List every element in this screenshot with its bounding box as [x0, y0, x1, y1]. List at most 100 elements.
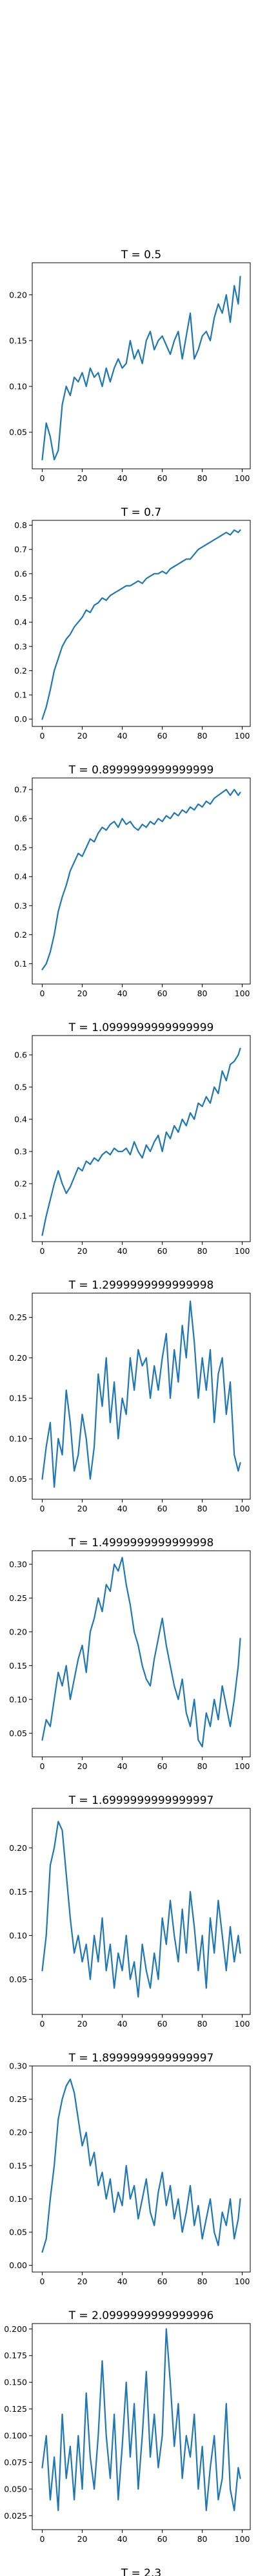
subplot-9: T = 2.0999999999999996 0 20 40 60 80 100 0.025 0…: [4, 2309, 251, 2544]
x-tick-label: 60: [157, 473, 168, 483]
x-tick-label: 20: [77, 473, 88, 483]
x-tick-label: 80: [197, 1504, 208, 1513]
y-tick-label: 0.5: [14, 1083, 27, 1092]
x-tick-label: 60: [157, 1246, 168, 1256]
x-tick-label: 80: [197, 731, 208, 741]
x-tick-label: 20: [77, 731, 88, 741]
axes-frame: [32, 1808, 251, 2015]
y-tick-label: 0.200: [4, 2324, 27, 2334]
subplot-title: T = 1.4999999999999998: [68, 1537, 214, 1549]
x-tick-label: 0: [40, 1504, 45, 1513]
y-tick-label: 0.15: [9, 336, 27, 345]
series-line: [41, 2328, 241, 2512]
y-tick-label: 0.30: [9, 2061, 27, 2071]
y-tick-label: 0.2: [14, 666, 27, 676]
series-line: [41, 1300, 241, 1488]
series-line: [41, 529, 241, 720]
y-tick-label: 0.100: [4, 2431, 27, 2441]
y-tick-label: 0.20: [9, 2128, 27, 2137]
y-tick-label: 0.150: [4, 2378, 27, 2387]
x-tick-label: 100: [235, 1761, 250, 1771]
x-tick-label: 40: [117, 1504, 128, 1513]
y-tick-label: 0.7: [14, 785, 27, 795]
x-tick-label: 20: [77, 1761, 88, 1771]
y-tick-label: 0.10: [9, 1931, 27, 1940]
y-tick-label: 0.3: [14, 1147, 27, 1157]
x-tick-label: 0: [40, 1761, 45, 1771]
y-tick-label: 0.4: [14, 618, 27, 627]
axes-frame: [32, 262, 251, 469]
y-tick-label: 0.050: [4, 2484, 27, 2494]
x-tick-label: 60: [157, 1504, 168, 1513]
y-tick-label: 0.4: [14, 1115, 27, 1124]
axes-frame: [32, 1293, 251, 1500]
y-tick-label: 0.25: [9, 2094, 27, 2104]
x-tick-label: 40: [117, 989, 128, 998]
subplot-5: T = 1.2999999999999998 0 20 40 60 80 100 0.05 0.…: [9, 1279, 251, 1513]
axes-frame: [32, 777, 251, 985]
subplot-1: T = 0.5 0 20 40 60 80 100 0.05 0.10 0.15 0.20: [9, 249, 251, 483]
x-tick-label: 0: [40, 2019, 45, 2029]
y-tick-label: 0.20: [9, 290, 27, 299]
y-tick-label: 0.00: [9, 2260, 27, 2270]
subplot-title: T = 1.2999999999999998: [68, 1279, 214, 1292]
x-tick-label: 20: [77, 989, 88, 998]
y-tick-label: 0.6: [14, 569, 27, 578]
subplot-title: T = 0.8999999999999999: [68, 764, 214, 777]
subplot-title: T = 2.3: [121, 2567, 161, 2576]
series-line: [41, 1821, 241, 1998]
y-tick-label: 0.15: [9, 1661, 27, 1671]
x-tick-label: 0: [40, 989, 45, 998]
x-tick-label: 60: [157, 2534, 168, 2544]
x-tick-label: 0: [40, 473, 45, 483]
subplot-8: T = 1.8999999999999997 0 20 40 60 80 100 0.00 0.…: [9, 2052, 251, 2286]
subplot-title: T = 1.6999999999999997: [68, 1794, 214, 1807]
x-tick-label: 20: [77, 2019, 88, 2029]
x-tick-label: 100: [235, 2277, 250, 2286]
y-tick-label: 0.20: [9, 1353, 27, 1363]
x-tick-label: 40: [117, 1761, 128, 1771]
y-tick-label: 0.15: [9, 2161, 27, 2170]
x-tick-label: 60: [157, 989, 168, 998]
y-tick-label: 0.5: [14, 843, 27, 853]
x-tick-label: 20: [77, 2277, 88, 2286]
subplot-title: T = 2.0999999999999996: [68, 2309, 214, 2322]
y-tick-label: 0.20: [9, 1627, 27, 1636]
subplot-4: T = 1.0999999999999999 0 20 40 60 80 100 0.1 0.2…: [14, 1021, 251, 1256]
x-tick-label: 80: [197, 2534, 208, 2544]
x-tick-label: 40: [117, 473, 128, 483]
x-tick-label: 40: [117, 2019, 128, 2029]
subplot-7: T = 1.6999999999999997 0 20 40 60 80 100 0.05 0.…: [9, 1794, 251, 2029]
y-tick-label: 0.175: [4, 2351, 27, 2360]
series-line: [41, 1047, 241, 1236]
y-tick-label: 0.15: [9, 1887, 27, 1897]
y-tick-label: 0.25: [9, 1593, 27, 1603]
subplot-6: T = 1.4999999999999998 0 20 40 60 80 100 0.05 0.…: [9, 1537, 251, 1771]
series-line: [41, 1557, 241, 1748]
axes-frame: [32, 1550, 251, 1757]
y-tick-label: 0.05: [9, 2228, 27, 2237]
x-tick-label: 60: [157, 731, 168, 741]
x-tick-label: 40: [117, 2277, 128, 2286]
y-tick-label: 0.10: [9, 2194, 27, 2204]
x-tick-label: 80: [197, 2019, 208, 2029]
y-tick-label: 0.10: [9, 1694, 27, 1704]
x-tick-label: 100: [235, 1504, 250, 1513]
x-tick-label: 60: [157, 1761, 168, 1771]
y-tick-label: 0.1: [14, 959, 27, 969]
y-tick-label: 0.10: [9, 382, 27, 392]
y-tick-label: 0.05: [9, 428, 27, 437]
y-tick-label: 0.1: [14, 1211, 27, 1221]
subplot-title: T = 1.8999999999999997: [68, 2052, 214, 2065]
x-tick-label: 60: [157, 2019, 168, 2029]
y-tick-label: 0.4: [14, 872, 27, 882]
y-tick-label: 0.20: [9, 1843, 27, 1853]
series-line: [41, 788, 241, 971]
y-tick-label: 0.25: [9, 1312, 27, 1322]
subplot-2: T = 0.7 0 20 40 60 80 100 0.0 0.1 0.2 0.3 0.4 0.5 0.6…: [14, 506, 251, 741]
subplot-title: T = 1.0999999999999999: [68, 1021, 214, 1034]
y-tick-label: 0.3: [14, 901, 27, 911]
x-tick-label: 80: [197, 1246, 208, 1256]
y-tick-label: 0.05: [9, 1474, 27, 1484]
